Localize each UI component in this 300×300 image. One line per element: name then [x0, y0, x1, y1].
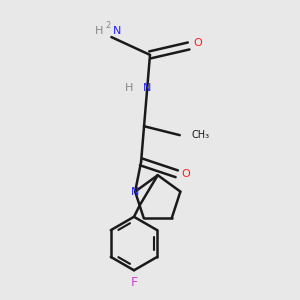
Text: H: H: [95, 26, 104, 36]
Text: O: O: [193, 38, 202, 48]
Text: O: O: [181, 169, 190, 179]
Text: N: N: [113, 26, 122, 36]
Text: F: F: [130, 276, 137, 289]
Text: N: N: [143, 82, 151, 93]
Text: CH₃: CH₃: [192, 130, 210, 140]
Text: H: H: [125, 82, 134, 93]
Text: 2: 2: [106, 21, 111, 30]
Text: N: N: [131, 187, 139, 196]
